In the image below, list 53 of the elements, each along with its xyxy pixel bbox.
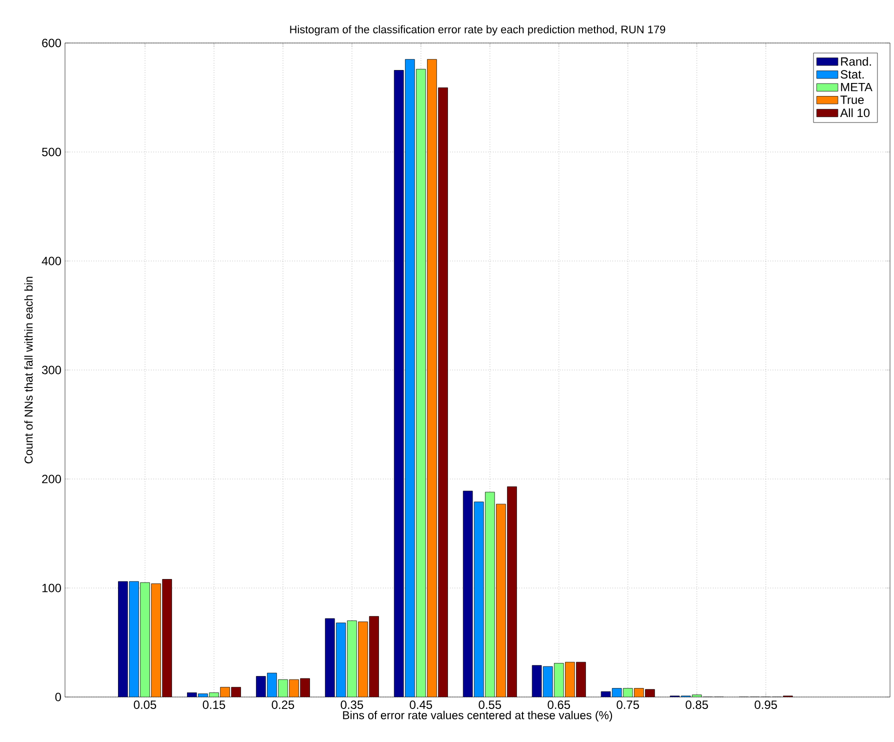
- x-tick-label: 0.75: [616, 700, 640, 709]
- bar: [278, 679, 288, 697]
- y-tick-label: 600: [42, 38, 62, 48]
- y-tick-label: 0: [55, 692, 62, 702]
- x-tick-label: 0.85: [686, 700, 708, 709]
- y-axis-title: Count of NNs that fall within each bin: [24, 276, 33, 464]
- bar: [554, 663, 564, 697]
- bar: [129, 581, 139, 697]
- x-axis-title: Bins of error rate values centered at these values (%): [343, 710, 612, 722]
- bar: [427, 59, 437, 697]
- bar: [300, 678, 310, 697]
- bar: [394, 70, 404, 697]
- y-tick-label: 400: [42, 256, 62, 266]
- x-tick-label: 0.15: [202, 700, 226, 709]
- bar: [324, 618, 335, 697]
- legend-label: META: [841, 82, 872, 92]
- bar: [140, 582, 150, 697]
- legend-label: All 10: [840, 108, 870, 118]
- bar: [474, 502, 484, 697]
- chart-title: Histogram of the classification error rate by each prediction method, RUN 179: [290, 25, 666, 36]
- y-tick-label: 200: [42, 474, 62, 484]
- bar: [118, 581, 128, 697]
- bar: [358, 622, 368, 697]
- x-tick-label: 0.25: [272, 700, 294, 709]
- bar: [416, 68, 426, 697]
- bar: [462, 490, 473, 697]
- x-tick-label: 0.95: [754, 700, 777, 709]
- legend-label: Stat.: [840, 70, 864, 79]
- bar: [256, 676, 266, 697]
- bar: [485, 492, 495, 697]
- y-tick-label: 100: [42, 584, 62, 592]
- bar: [151, 583, 161, 697]
- bar: [289, 679, 299, 697]
- bar: [507, 486, 517, 697]
- x-tick-label: 0.45: [410, 700, 432, 709]
- bar: [369, 616, 379, 697]
- bar: [438, 87, 448, 697]
- bar: [565, 662, 575, 697]
- bar: [405, 59, 415, 697]
- legend-label: Rand.: [841, 56, 871, 66]
- bar: [336, 622, 346, 697]
- x-tick-label: 0.65: [548, 700, 570, 709]
- bar: [576, 662, 586, 697]
- legend-label: True: [840, 96, 864, 104]
- y-tick-label: 300: [42, 366, 62, 374]
- x-tick-label: 0.05: [134, 700, 156, 709]
- bar: [347, 620, 357, 697]
- bar: [496, 504, 506, 697]
- y-tick-label: 500: [42, 148, 62, 156]
- bar: [162, 579, 172, 697]
- bar: [267, 672, 277, 697]
- x-tick-label: 0.35: [340, 700, 364, 709]
- x-tick-label: 0.55: [478, 700, 502, 709]
